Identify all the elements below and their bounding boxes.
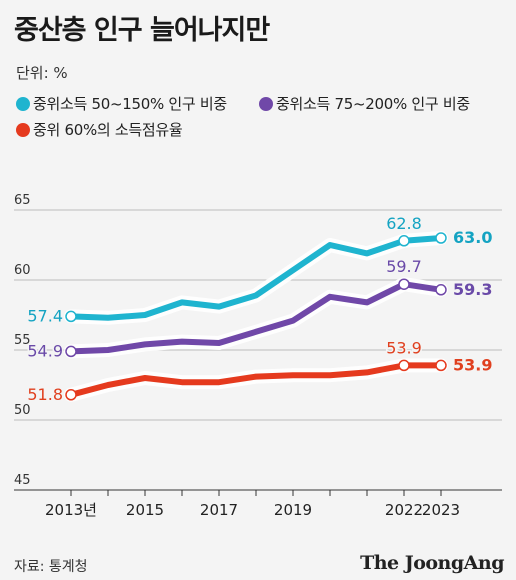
data-label-2: 59.3: [453, 280, 492, 299]
data-label-2: 54.9: [27, 341, 63, 360]
data-label-1: 63.0: [453, 228, 492, 247]
series-marker-3: [398, 359, 410, 372]
series-marker-2: [435, 284, 447, 296]
y-tick-label: 45: [14, 473, 31, 488]
series-marker-1: [398, 235, 410, 247]
series-marker-1: [65, 310, 77, 323]
data-label-2: 59.7: [386, 257, 422, 276]
series-marker-1: [435, 232, 447, 244]
series-marker-2: [398, 278, 410, 290]
publisher-logo: The JoongAng: [360, 552, 504, 574]
chart-title: 중산층 인구 늘어나지만: [14, 15, 270, 46]
series-marker-3: [435, 359, 447, 372]
y-tick-label: 65: [14, 193, 31, 208]
legend-item-1: 중위소득 50~150% 인구 비중: [16, 93, 227, 114]
legend-label-2: 중위소득 75~200% 인구 비중: [276, 95, 470, 113]
y-tick-label: 55: [14, 333, 31, 348]
series-marker-2: [65, 345, 77, 358]
legend-marker-2: [259, 96, 273, 111]
series-line-2: [68, 281, 444, 355]
x-tick-label: 2013년: [45, 501, 97, 519]
data-label-3: 51.8: [27, 385, 63, 404]
series-line-1: [68, 235, 444, 321]
legend-item-3: 중위 60%의 소득점유율: [16, 119, 183, 140]
x-tick-label: 2022: [385, 501, 423, 519]
legend-marker-1: [16, 96, 30, 111]
legend-label-1: 중위소득 50~150% 인구 비중: [33, 95, 227, 113]
legend-label-3: 중위 60%의 소득점유율: [33, 121, 183, 139]
x-tick-label: 2019: [274, 501, 312, 519]
y-tick-label: 60: [14, 263, 31, 278]
legend-marker-3: [16, 122, 30, 137]
x-tick-label: 2017: [200, 501, 238, 519]
unit-label: 단위: %: [16, 64, 68, 82]
source-note: 자료: 통계청: [14, 559, 88, 575]
data-label-3: 53.9: [386, 338, 422, 357]
data-label-1: 57.4: [27, 306, 63, 325]
legend-item-2: 중위소득 75~200% 인구 비중: [259, 93, 470, 114]
data-label-3: 53.9: [453, 355, 492, 374]
x-tick-label: 2023: [422, 501, 460, 519]
x-tick-label: 2015: [126, 501, 164, 519]
data-label-1: 62.8: [386, 214, 422, 233]
y-tick-label: 50: [14, 403, 31, 418]
series-line-3: [68, 362, 444, 398]
series-marker-3: [65, 389, 77, 401]
